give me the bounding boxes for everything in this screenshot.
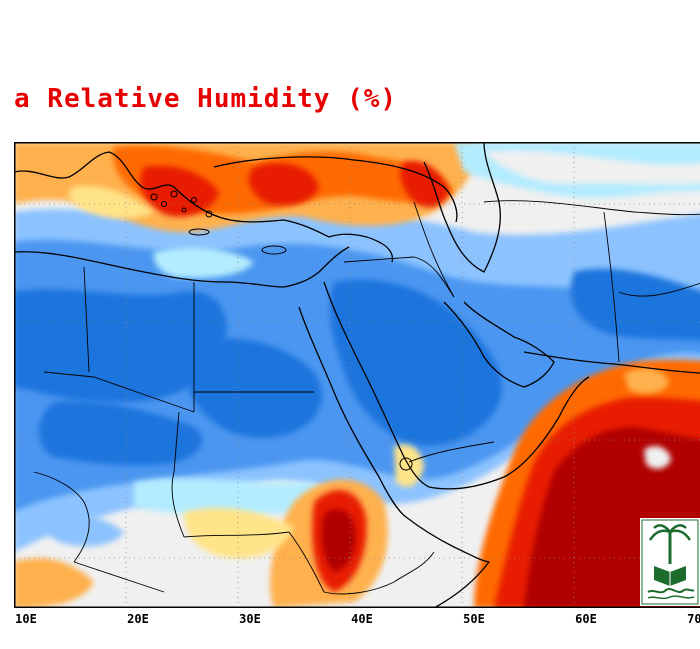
neutral-region-central-asia <box>484 150 700 185</box>
map-frame <box>14 142 700 608</box>
mid-dry-region-libya <box>153 247 254 279</box>
mid-dry-region-west-africa <box>42 510 124 547</box>
islands <box>150 190 413 471</box>
very-humid-region-anatolia <box>248 163 319 206</box>
university-seal-logo <box>640 518 700 606</box>
coastlines <box>14 142 700 608</box>
neutral-spot-arabian-sea <box>644 446 671 469</box>
mid-dry-region-south <box>134 478 322 516</box>
x-tick-label: 40E <box>351 612 373 626</box>
x-tick-label: 60E <box>575 612 597 626</box>
map-title: a Relative Humidity (%) <box>14 84 398 114</box>
country-borders <box>33 200 700 595</box>
x-tick-label: 70E <box>687 612 700 626</box>
humidity-map <box>14 142 700 608</box>
x-tick-label: 30E <box>239 612 261 626</box>
very-dry-region-sahel <box>39 401 203 466</box>
x-tick-label: 10E <box>15 612 37 626</box>
mid-humid-region-central-africa <box>184 507 294 559</box>
very-dry-region-iran <box>570 268 700 341</box>
x-tick-label: 50E <box>463 612 485 626</box>
very-dry-region-arabia <box>329 279 503 446</box>
x-tick-label: 20E <box>127 612 149 626</box>
mid-humid-region-levant <box>68 186 154 219</box>
moist-spot-arabian-sea <box>624 368 669 394</box>
moist-region-west-africa <box>14 558 94 608</box>
wettest-region-ethiopia <box>321 508 356 572</box>
gridlines <box>14 142 700 608</box>
very-dry-region-east-sahara <box>189 338 322 438</box>
